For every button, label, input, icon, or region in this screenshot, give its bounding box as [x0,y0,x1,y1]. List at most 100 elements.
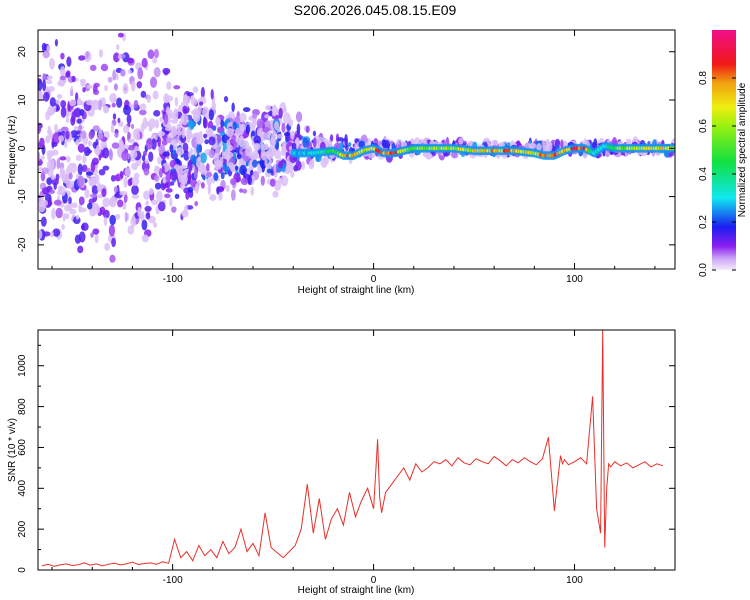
spectrogram-cell [215,117,221,126]
spectrogram-cell [38,204,46,213]
spectrogram-cell [169,197,173,207]
spectrogram-cell [164,193,171,199]
spectrogram-cell [42,187,50,195]
spectrogram-cell [210,88,214,100]
spectrogram-cell [230,178,237,186]
spectrogram-cell [142,150,147,157]
spectrogram-cell [83,111,87,120]
spectrogram-cell [281,122,286,133]
spectrogram-cell [80,81,86,87]
spectrogram-cell [111,142,120,149]
spectrogram-cell [183,94,188,103]
spectrogram-cell [153,222,158,228]
spectrogram-cell [113,186,118,194]
spectrogram-cell [188,159,193,172]
spectrogram-cell [60,52,65,60]
spectrogram-cell [192,107,200,118]
spectrogram-cell [86,149,92,154]
spectrogram-cell [264,159,268,167]
spectrogram-cell [528,142,537,150]
spectrogram-cell [103,216,108,226]
spectrogram-cell [225,184,230,193]
spectrogram-cell [127,69,132,75]
spectrogram-cell [69,99,77,107]
spectrogram-cell [265,104,271,111]
spectrogram-cell [130,80,136,92]
spectrogram-cell [174,96,179,107]
spectrogram-cell [137,67,144,80]
spectrogram-cell [169,170,178,181]
spectrogram-cell [194,201,199,207]
spectrogram-cell [81,222,89,231]
spectrogram-cell [152,57,158,64]
spectrogram-cell [54,124,58,132]
spectrogram-cell [118,141,123,147]
spectrogram-cell [92,228,100,235]
spectrogram-cell [296,123,301,135]
spectrogram-cell [301,160,305,170]
spectrogram-cell [48,197,52,205]
spectrogram-cell [202,174,206,180]
spectrogram-cell [137,206,142,218]
spectrogram-cell [320,158,328,168]
spectrogram-cell [270,132,275,145]
spectrogram-cell [159,116,163,123]
spectrogram-cell [195,136,204,145]
spectrogram-cell [182,105,188,114]
spectrogram-cell [308,159,315,170]
spectrogram-cell [141,154,146,162]
spectrogram-cell [166,108,173,118]
spectrogram-cell [290,130,295,140]
spectrogram-cell [41,155,45,160]
spectrogram-cell [197,164,206,173]
spectrogram-cell [157,131,166,137]
spectrogram-cell [165,188,173,193]
spectrogram-cell [78,196,85,206]
spectrogram-cell [253,142,261,151]
spectrogram-cell [227,144,233,152]
spectrogram-cell [81,164,88,172]
spectrogram-cell [175,166,184,178]
spectrogram-cell [82,154,87,164]
y-tick-label: 1000 [17,354,28,377]
spectrogram-cell [148,215,156,224]
spectrogram-cell [131,184,139,196]
spectrogram-cell [50,174,56,181]
spectrogram-cell [163,113,169,125]
spectrogram-cell [208,109,214,121]
spectrogram-cell [148,187,154,195]
spectrogram-cell [108,197,116,206]
spectrogram-cell [38,122,42,134]
spectrogram-cell [274,149,282,160]
spectrogram-cell [295,111,303,123]
spectrogram-cell [251,159,258,168]
spectrogram-cell [157,156,162,165]
spectrogram-cell [69,208,77,215]
spectrogram-cell [89,193,98,198]
spectrogram-cell [87,202,93,210]
spectrogram-cell [226,127,234,137]
spectrogram-cell [64,213,70,220]
spectrogram-cell [78,231,86,243]
spectrogram-cell [119,171,124,179]
spectrogram-cell [77,163,83,176]
spectrogram-cell [154,165,159,171]
spectrogram-cell [197,156,202,162]
spectrogram-cell [318,136,325,142]
spectrogram-cell [161,140,168,146]
spectrogram-cell [59,66,66,77]
spectrogram-cell [49,189,55,194]
spectrogram-cell [190,97,198,106]
spectrogram-cell [58,135,65,143]
spectrogram-cell [133,99,139,109]
spectrogram-cell [181,126,186,139]
spectrogram-cell [213,172,219,181]
spectrogram-cell [545,138,550,151]
x-tick-label: -100 [163,575,183,586]
spectrogram-cell [202,106,210,119]
spectrogram-cell [555,145,560,150]
spectrogram-cell [238,135,245,148]
